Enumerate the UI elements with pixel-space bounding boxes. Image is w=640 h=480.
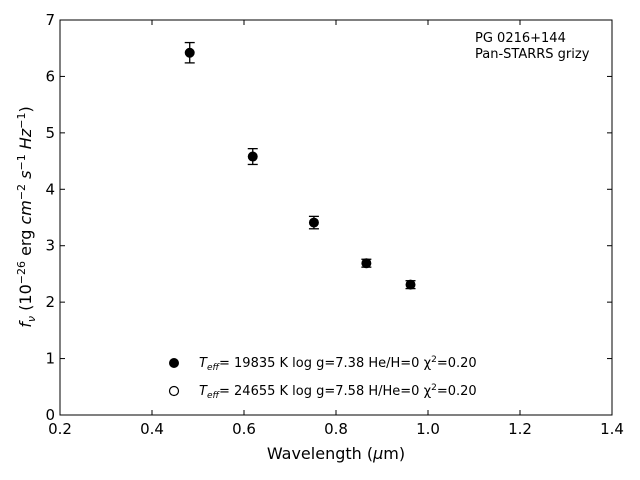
legend-entry-1: Teff= 19835 K log g=7.38 He/H=0 χ2=0.20 xyxy=(199,355,477,373)
data-point xyxy=(247,151,258,162)
annotation-line-1: PG 0216+144 xyxy=(475,31,566,46)
x-axis-label: Wavelength (μm) xyxy=(267,444,405,463)
legend-marker-filled xyxy=(169,358,179,368)
data-point xyxy=(308,217,319,228)
x-tick-label: 0.6 xyxy=(232,420,256,438)
x-tick-label: 0.2 xyxy=(48,420,72,438)
y-tick-label: 4 xyxy=(45,180,55,198)
data-point xyxy=(184,47,195,58)
x-tick-label: 1.4 xyxy=(600,420,624,438)
y-tick-label: 5 xyxy=(45,124,55,142)
y-axis-ticks: 0 1 2 3 4 5 6 7 xyxy=(45,11,612,424)
y-tick-label: 7 xyxy=(45,11,55,29)
data-point xyxy=(361,258,372,269)
plot-area xyxy=(59,19,613,416)
y-tick-label: 1 xyxy=(45,350,55,368)
annotation-line-2: Pan-STARRS grizy xyxy=(475,47,590,62)
x-axis-ticks: 0.2 0.4 0.6 0.8 1.0 1.2 1.4 xyxy=(48,20,624,438)
x-tick-label: 1.0 xyxy=(416,420,440,438)
y-tick-label: 6 xyxy=(45,67,55,85)
y-tick-label: 2 xyxy=(45,293,55,311)
x-tick-label: 1.2 xyxy=(508,420,532,438)
x-tick-label: 0.8 xyxy=(324,420,348,438)
y-axis-label: fν (10−26 erg cm−2 s−1 Hz−1) xyxy=(15,106,38,327)
y-tick-label: 0 xyxy=(45,406,55,424)
data-points xyxy=(184,41,416,290)
legend-marker-open xyxy=(168,385,180,397)
y-tick-label: 3 xyxy=(45,237,55,255)
data-point xyxy=(405,279,416,290)
legend: Teff= 19835 K log g=7.38 He/H=0 χ2=0.20 … xyxy=(168,355,477,401)
legend-entry-2: Teff= 24655 K log g=7.58 H/He=0 χ2=0.20 xyxy=(199,383,477,401)
x-tick-label: 0.4 xyxy=(140,420,164,438)
